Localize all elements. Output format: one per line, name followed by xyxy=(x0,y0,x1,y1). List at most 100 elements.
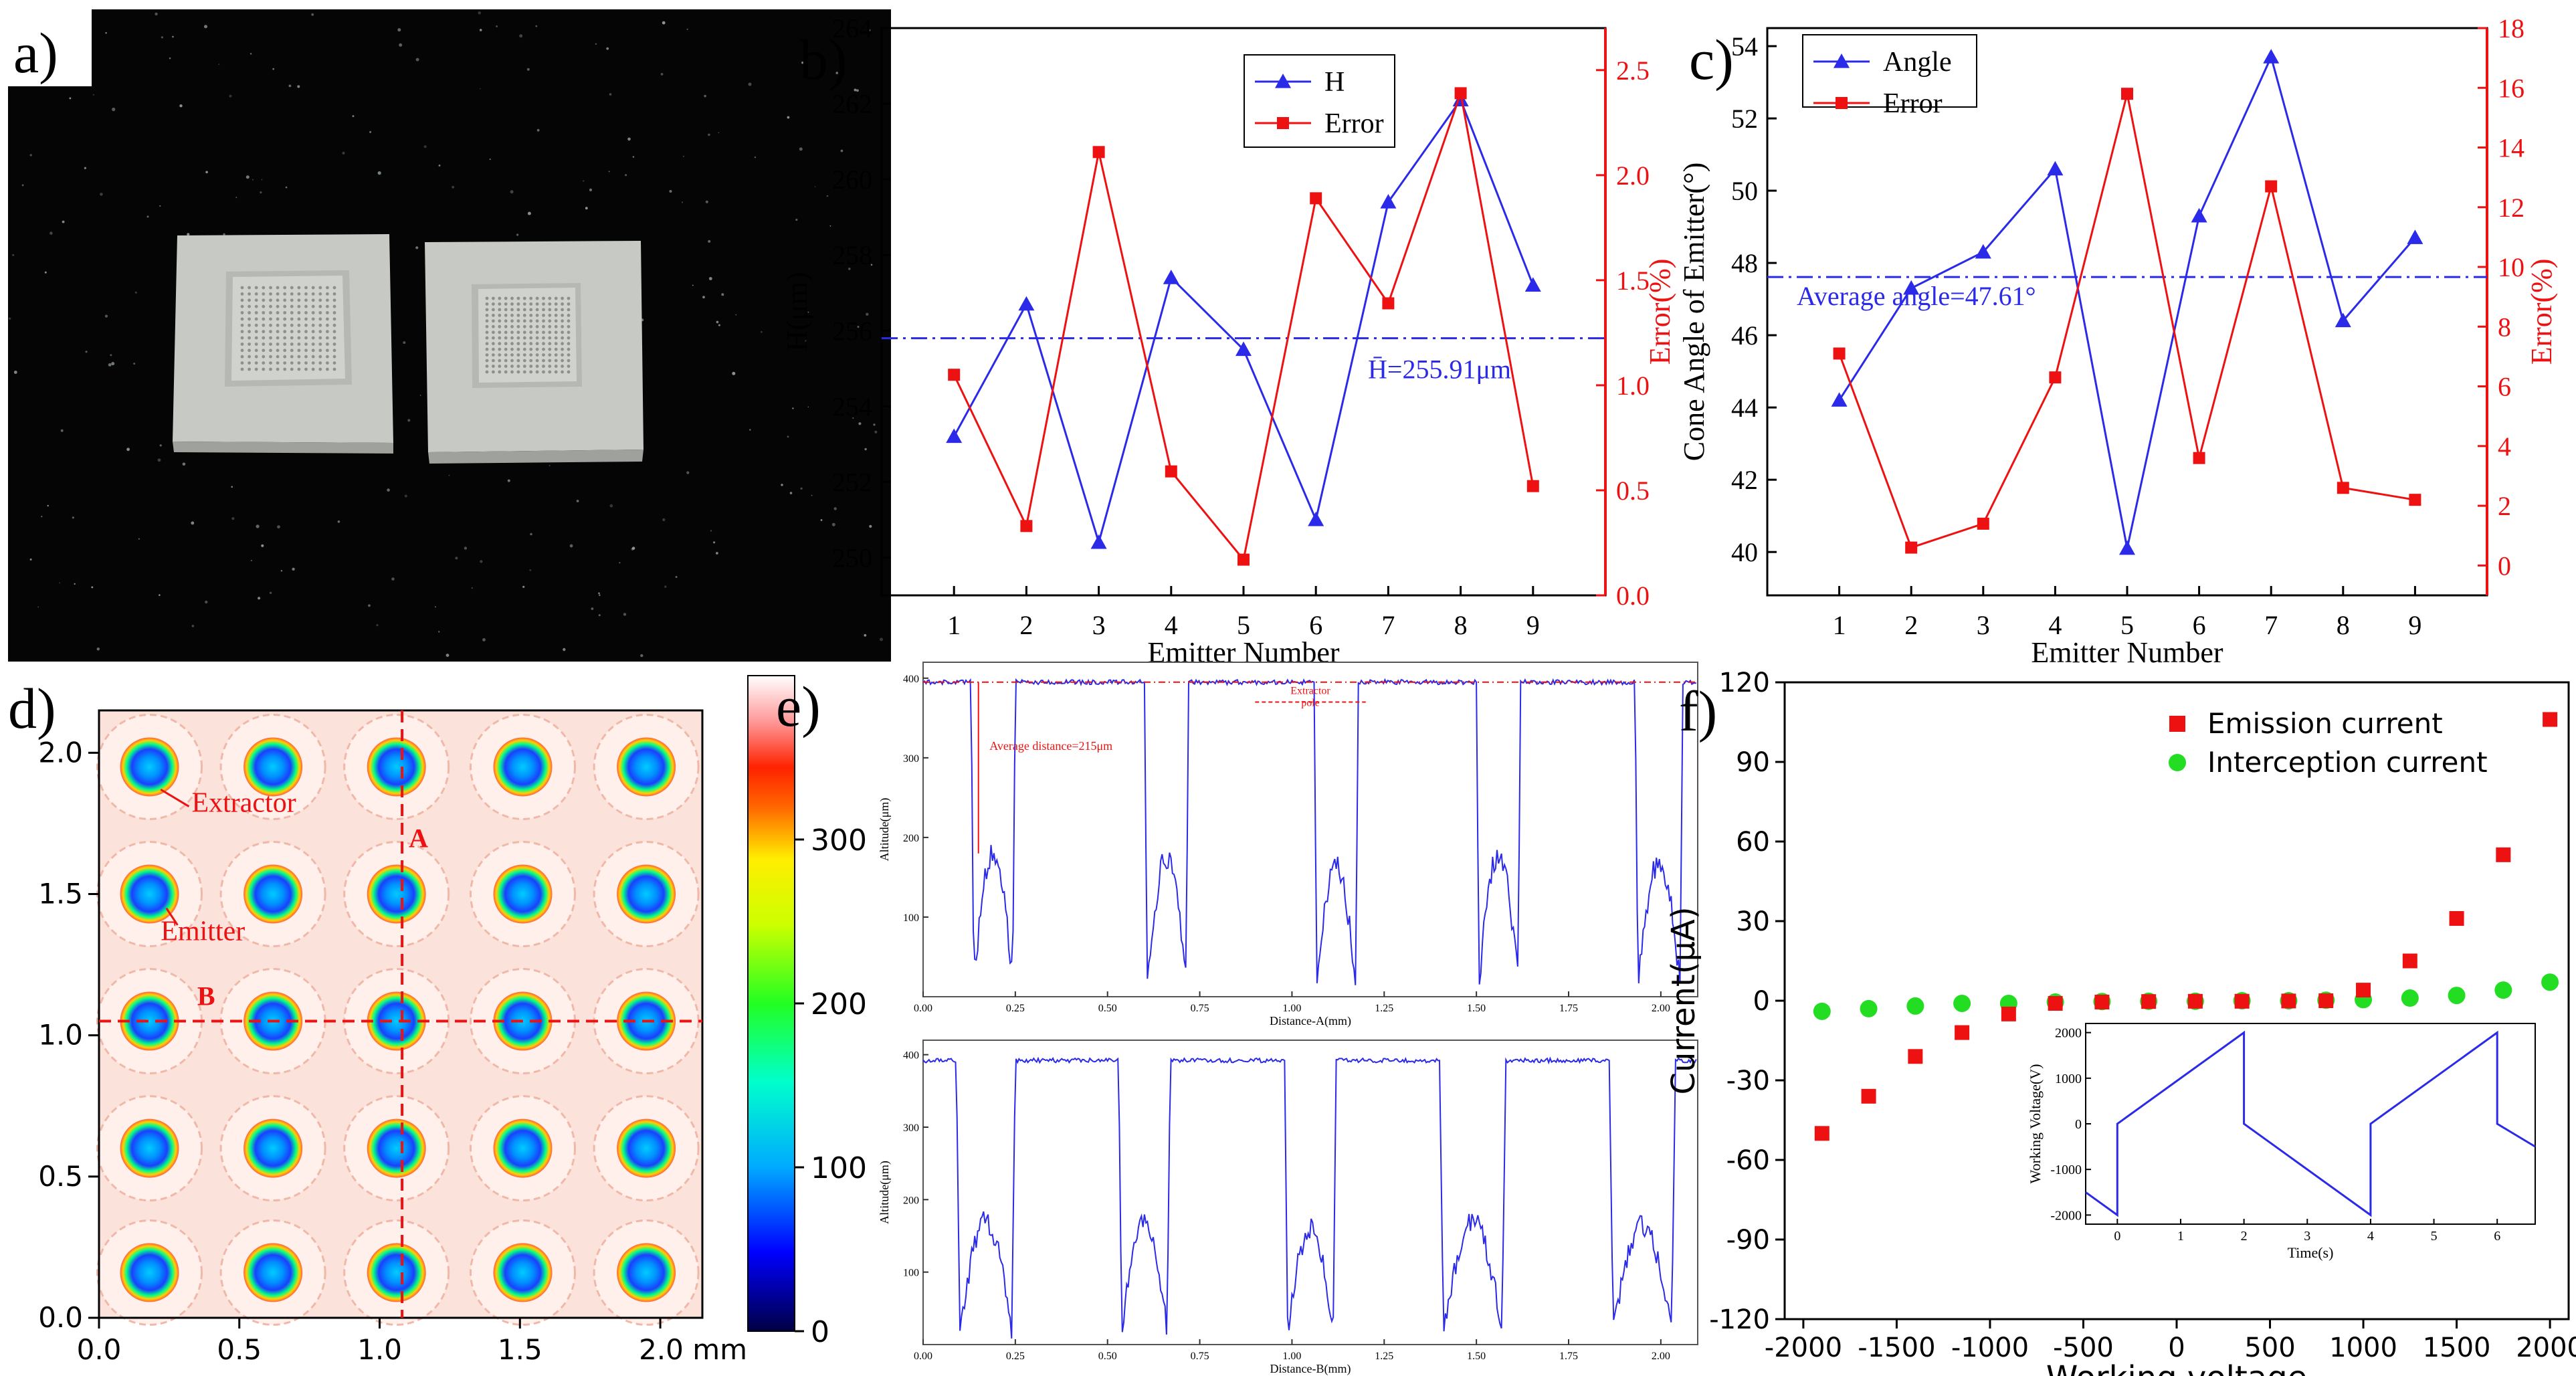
emitter-hole-dot xyxy=(522,370,526,374)
panel-a-photo: a) xyxy=(8,9,891,662)
speckle-dot xyxy=(675,576,678,578)
emitter-hole-dot xyxy=(332,361,336,365)
emitter-hole-dot xyxy=(516,342,520,346)
emitter-hole-dot xyxy=(269,317,272,321)
emitter-hole-dot xyxy=(498,330,502,334)
emitter-hole-dot xyxy=(542,314,545,317)
emitter-hole-dot xyxy=(304,292,308,296)
emitter-hole-dot xyxy=(240,286,244,290)
emitter-hole-dot xyxy=(326,336,329,340)
emitter-hole-dot xyxy=(326,292,329,296)
emitter-hole-dot xyxy=(510,359,514,363)
emitter-hole-dot xyxy=(297,342,301,346)
emitter-hole-dot xyxy=(332,317,336,321)
emitter-hole-dot xyxy=(247,349,251,353)
emitter-hole-dot xyxy=(522,319,526,323)
speckle-dot xyxy=(41,516,43,518)
emitter-hole-dot xyxy=(567,347,571,351)
emitter-hole-dot xyxy=(290,355,294,359)
speckle-dot xyxy=(833,507,837,510)
speckle-dot xyxy=(662,518,666,522)
speckle-dot xyxy=(789,492,793,494)
emitter-hole-dot xyxy=(283,292,287,296)
emitter-hole-dot xyxy=(276,361,280,365)
legend-label: Error xyxy=(1324,108,1384,139)
colorbar-tick-label: 300 xyxy=(811,823,867,858)
emitter-hole-dot xyxy=(262,292,266,296)
y-tick-label: 200 xyxy=(903,833,919,844)
emitter-hole-dot xyxy=(535,353,539,357)
emitter-hole-dot xyxy=(504,324,508,328)
emitter-hole-dot xyxy=(297,361,301,365)
emitter-hole-dot xyxy=(510,347,514,351)
legend-box xyxy=(1802,34,1977,108)
emitter-spot xyxy=(367,737,426,797)
emitter-hole-dot xyxy=(492,319,495,323)
emitter-hole-dot xyxy=(498,342,502,346)
speckle-dot xyxy=(708,133,710,136)
emitter-arrow xyxy=(165,907,179,926)
emitter-hole-dot xyxy=(247,311,251,314)
emitter-hole-dot xyxy=(554,314,558,317)
emitter-hole-dot xyxy=(332,292,336,296)
speckle-dot xyxy=(285,186,288,189)
speckle-dot xyxy=(187,233,190,236)
data-point-triangle xyxy=(1163,270,1179,284)
colorbar-tick-label: 100 xyxy=(811,1151,867,1185)
emitter-hole-dot xyxy=(548,319,552,323)
emitter-hole-dot xyxy=(254,286,258,290)
emitter-hole-dot xyxy=(485,302,489,306)
emitter-hole-dot xyxy=(510,336,514,340)
emitter-hole-dot xyxy=(522,365,526,368)
x-tick-label: 2 xyxy=(1019,610,1033,640)
emitter-hole-dot xyxy=(561,353,564,357)
speckle-dot xyxy=(716,552,718,555)
emitter-hole-dot xyxy=(247,323,251,327)
emitter-hole-dot xyxy=(485,353,489,357)
emitter-hole-dot xyxy=(485,308,489,312)
y2-tick-label: 16 xyxy=(2498,73,2524,103)
speckle-dot xyxy=(527,211,531,215)
speckle-dot xyxy=(870,264,873,266)
speckle-dot xyxy=(478,11,481,15)
speckle-dot xyxy=(85,351,88,353)
emitter-hole-dot xyxy=(510,342,514,346)
emitter-hole-dot xyxy=(304,317,308,321)
data-point-square xyxy=(1833,347,1846,360)
emitter-hole-dot xyxy=(548,342,552,346)
emitter-hole-dot xyxy=(522,347,526,351)
speckle-dot xyxy=(754,157,756,159)
emitter-hole-dot xyxy=(254,336,258,340)
emitter-hole-dot xyxy=(567,308,571,312)
x-tick-label: 6 xyxy=(2193,610,2206,640)
emitter-hole-dot xyxy=(510,314,514,317)
emitter-hole-dot xyxy=(542,342,545,346)
emitter-hole-dot xyxy=(318,342,322,346)
emission-point xyxy=(1814,1126,1829,1141)
speckle-dot xyxy=(708,239,711,243)
emitter-hole-dot xyxy=(554,365,558,368)
y2-tick-label: 4 xyxy=(2498,431,2511,462)
x-tick-label: 0.00 xyxy=(914,1003,932,1014)
y-tick-label: 300 xyxy=(903,1122,919,1134)
y2-tick-label: 1.0 xyxy=(1616,371,1650,401)
speckle-dot xyxy=(369,130,372,133)
y2-tick-label: 18 xyxy=(2498,13,2524,43)
emitter-hole-dot xyxy=(529,308,533,312)
legend-label-emission: Emission current xyxy=(2207,707,2443,740)
speckle-dot xyxy=(721,293,724,296)
inset-voltage-waveform xyxy=(2085,1030,2536,1217)
speckle-dot xyxy=(105,32,107,34)
emitter-hole-dot xyxy=(290,304,294,308)
x-tick-label: 8 xyxy=(2337,610,2350,640)
speckle-dot xyxy=(452,185,455,189)
y-tick-label: 48 xyxy=(1731,248,1758,278)
speckle-dot xyxy=(857,326,860,328)
emitter-hole-dot xyxy=(254,304,258,308)
data-point-square xyxy=(1382,297,1395,310)
emitter-hole-dot xyxy=(332,323,336,327)
emitter-hole-dot xyxy=(276,342,280,346)
emitter-hole-dot xyxy=(262,317,266,321)
x-axis-title: Working voltage xyxy=(2046,1359,2307,1376)
emitter-hole-dot xyxy=(485,370,489,374)
